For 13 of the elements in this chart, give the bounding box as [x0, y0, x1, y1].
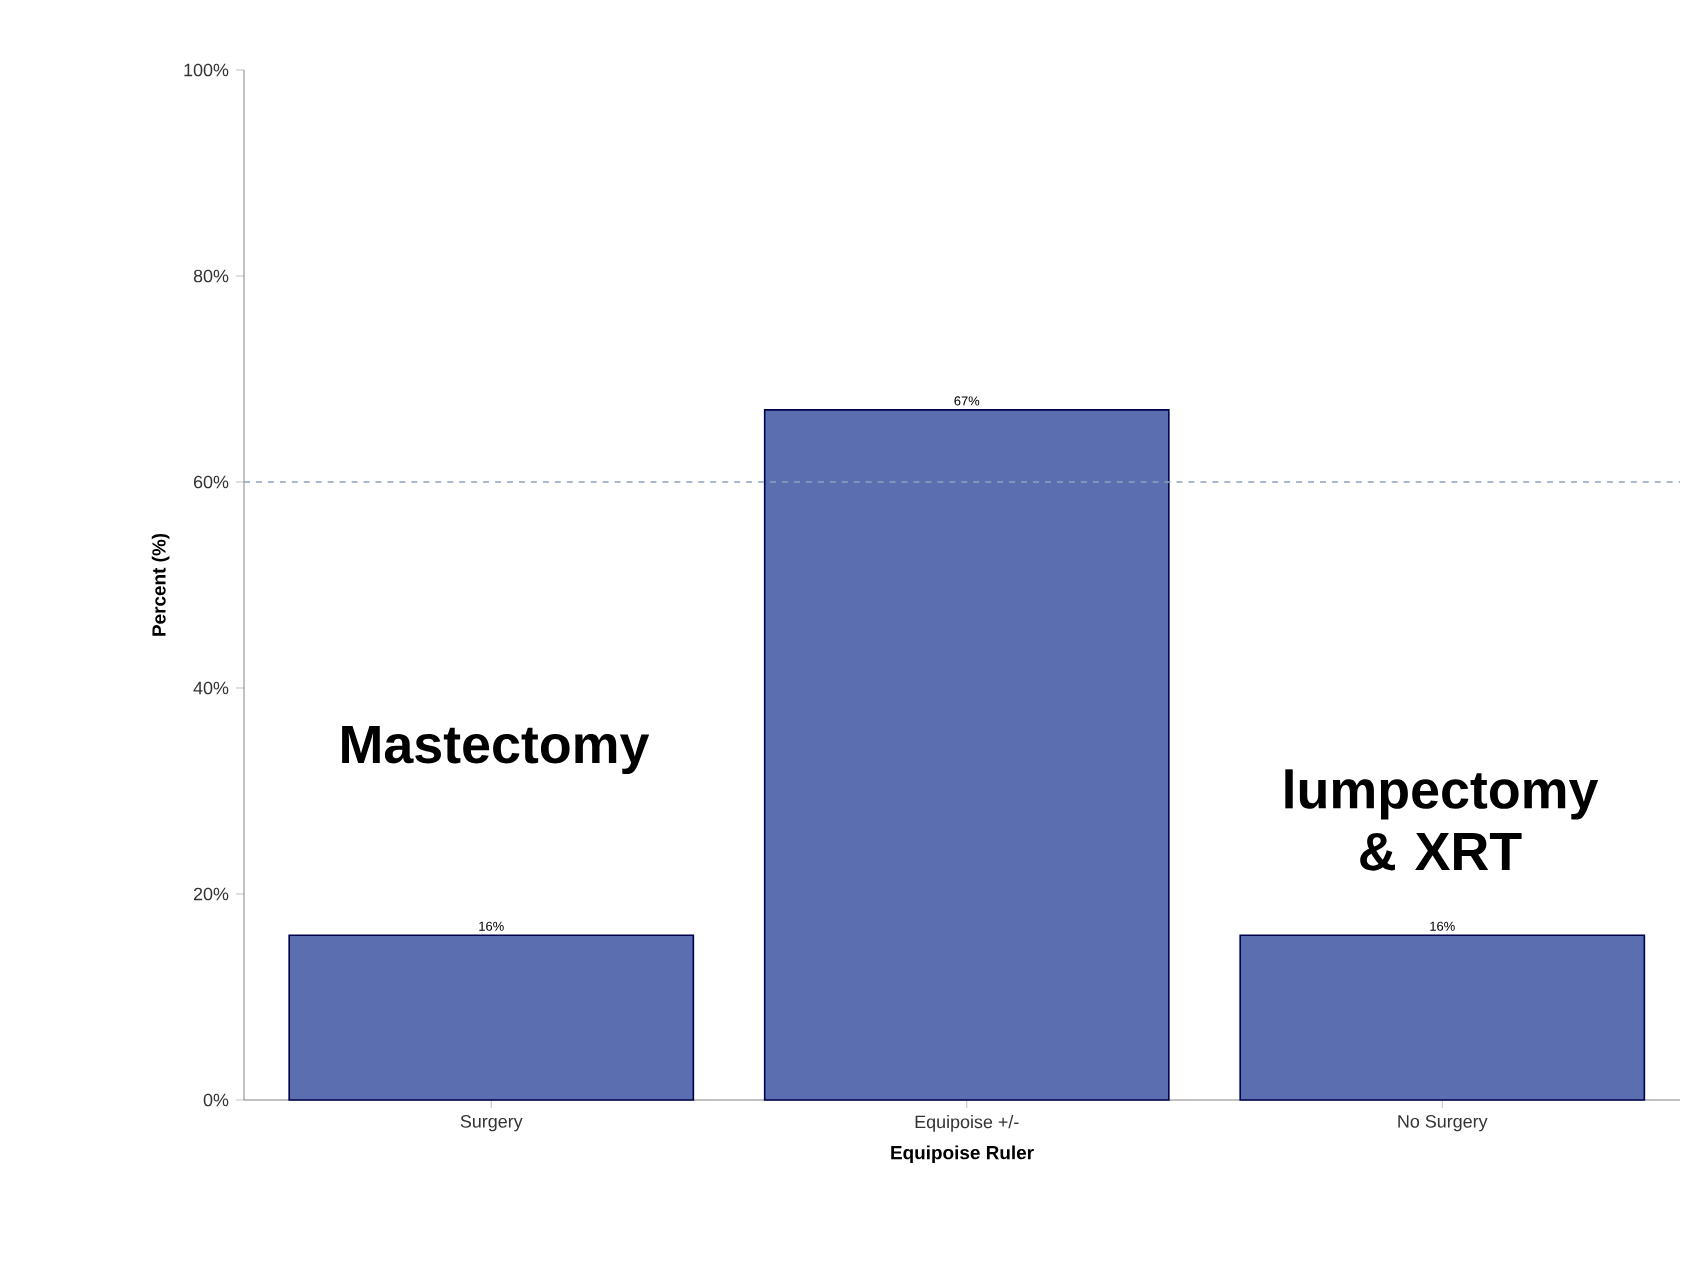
y-tick-label: 100% [184, 63, 229, 77]
x-tick-label: Surgery [460, 1115, 523, 1132]
y-tick-label: 0% [203, 1093, 229, 1107]
y-tick-label: 40% [193, 681, 229, 695]
x-axis-title: Equipoise Ruler [891, 1145, 1034, 1164]
x-tick-label: Equipoise +/- [915, 1115, 1019, 1132]
y-tick-label: 80% [193, 269, 229, 283]
y-axis-title: Percent (%) [151, 533, 170, 636]
annotation: Mastectomy [342, 725, 650, 775]
x-tick-label: No Surgery [1398, 1115, 1488, 1132]
y-tick-label: 60% [193, 475, 229, 489]
y-tick-label: 20% [193, 887, 229, 901]
annotation: lumpectomy & XRT [1285, 769, 1599, 871]
